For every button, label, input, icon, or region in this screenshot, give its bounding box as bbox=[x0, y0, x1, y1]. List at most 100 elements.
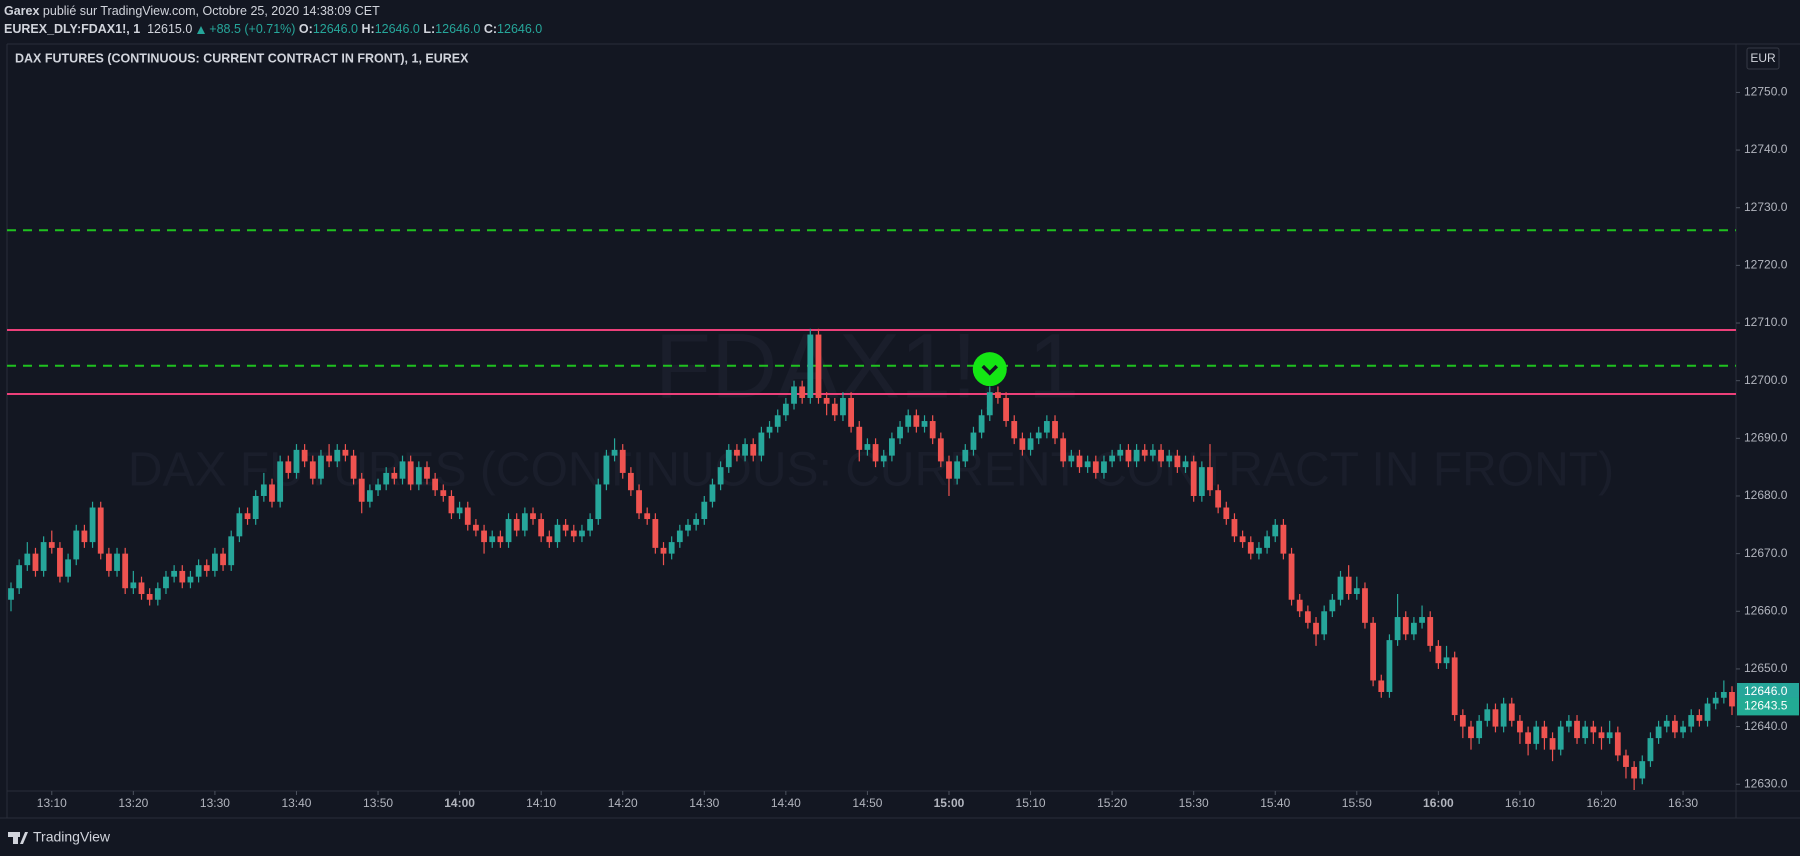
x-tick-label: 13:30 bbox=[200, 796, 230, 810]
x-tick-label: 15:30 bbox=[1179, 796, 1209, 810]
candle-body bbox=[40, 542, 47, 571]
candle-body bbox=[24, 553, 31, 566]
candle-body bbox=[587, 519, 594, 531]
candle-body bbox=[554, 524, 561, 543]
y-tick-label: 12740.0 bbox=[1744, 142, 1788, 156]
candle-body bbox=[171, 570, 178, 577]
candle-body bbox=[1256, 547, 1262, 554]
ohlc-label: H: bbox=[361, 22, 375, 36]
candle-body bbox=[562, 524, 569, 531]
y-tick-label: 12730.0 bbox=[1744, 200, 1788, 214]
candle-body bbox=[1101, 461, 1107, 473]
ohlc-value: 12646.0 bbox=[435, 22, 481, 36]
candle-body bbox=[285, 461, 292, 473]
candle-body bbox=[1223, 507, 1230, 520]
y-tick-label: 12700.0 bbox=[1744, 373, 1788, 387]
candle-body bbox=[48, 542, 55, 548]
candle-body bbox=[1402, 617, 1409, 635]
candle-body bbox=[81, 530, 88, 543]
price-label-box bbox=[1737, 697, 1799, 716]
candle-body bbox=[1680, 726, 1686, 733]
x-tick-label: 16:30 bbox=[1668, 796, 1698, 810]
candle-body bbox=[97, 507, 104, 554]
candle-body bbox=[750, 444, 757, 456]
candle-body bbox=[1149, 449, 1156, 456]
candle-body bbox=[1443, 657, 1450, 664]
plot-area bbox=[7, 229, 1736, 790]
author: Garex bbox=[4, 4, 40, 18]
x-tick-label: 13:40 bbox=[281, 796, 311, 810]
candle-body bbox=[1427, 617, 1434, 646]
candle-body bbox=[342, 449, 349, 456]
candle-body bbox=[856, 426, 863, 450]
candle-body bbox=[1141, 449, 1148, 456]
candle-body bbox=[260, 484, 267, 496]
candle-body bbox=[758, 432, 765, 456]
y-tick-label: 12690.0 bbox=[1744, 431, 1788, 445]
candle-body bbox=[1264, 536, 1270, 548]
candle-body bbox=[1280, 524, 1287, 554]
y-tick-label: 12720.0 bbox=[1744, 258, 1788, 272]
candle-body bbox=[252, 495, 259, 520]
candle-body bbox=[1419, 617, 1425, 623]
candle-body bbox=[179, 570, 186, 583]
x-tick-label: 16:00 bbox=[1423, 796, 1454, 810]
ohlc-value: 12646.0 bbox=[497, 22, 543, 36]
candle-body bbox=[1304, 611, 1311, 623]
candle-body bbox=[1614, 732, 1621, 756]
candle-body bbox=[448, 495, 455, 514]
candle-body bbox=[1468, 726, 1474, 739]
candle-body bbox=[1411, 622, 1417, 635]
candle-body bbox=[595, 484, 602, 520]
candle-body bbox=[1174, 455, 1181, 468]
currency-box[interactable] bbox=[1746, 47, 1780, 70]
candle-body bbox=[962, 449, 969, 462]
candle-body bbox=[1362, 588, 1368, 623]
price-label: 12643.5 bbox=[1744, 699, 1788, 713]
candle-body bbox=[1092, 461, 1099, 473]
candle-body bbox=[228, 536, 235, 566]
candle-body bbox=[366, 490, 373, 502]
candle-body bbox=[1231, 519, 1238, 537]
candle-body bbox=[505, 519, 512, 543]
price: 12615.0 bbox=[147, 22, 193, 36]
candle-body bbox=[1345, 576, 1352, 594]
candle-body bbox=[717, 467, 724, 485]
price-label-box bbox=[1737, 682, 1799, 701]
candle-body bbox=[481, 530, 487, 543]
candle-body bbox=[122, 553, 129, 589]
candle-body bbox=[603, 455, 610, 485]
candle-body bbox=[954, 461, 961, 479]
candle-body bbox=[538, 519, 545, 537]
candle-body bbox=[383, 472, 390, 485]
candle-body bbox=[905, 415, 912, 427]
candle-body bbox=[391, 472, 398, 479]
candle-body bbox=[725, 449, 732, 468]
candle-body bbox=[1557, 726, 1564, 750]
footer-brand: TradingView bbox=[33, 829, 111, 845]
candle-body bbox=[1296, 599, 1303, 612]
candle-body bbox=[644, 513, 651, 520]
ohlc-label: C: bbox=[483, 22, 498, 36]
x-tick-label: 15:10 bbox=[1016, 796, 1046, 810]
candle-body bbox=[1272, 524, 1279, 537]
candle-body bbox=[1370, 622, 1377, 681]
candle-body bbox=[970, 432, 977, 450]
ohlc-value: 12646.0 bbox=[312, 22, 358, 36]
candle-body bbox=[627, 472, 634, 491]
candle-body bbox=[1606, 732, 1613, 739]
candle-body bbox=[456, 507, 463, 514]
signal-chevron bbox=[981, 364, 999, 376]
candle-body bbox=[946, 461, 952, 479]
candle-body bbox=[546, 536, 553, 543]
candle-body bbox=[823, 397, 830, 404]
candle-body bbox=[236, 513, 243, 537]
candle-body bbox=[1166, 455, 1173, 462]
y-tick-label: 12710.0 bbox=[1744, 315, 1788, 329]
candle-body bbox=[1003, 397, 1009, 422]
footer-logo bbox=[8, 832, 28, 844]
candle-body bbox=[1239, 536, 1246, 543]
candle-body bbox=[1663, 720, 1670, 727]
